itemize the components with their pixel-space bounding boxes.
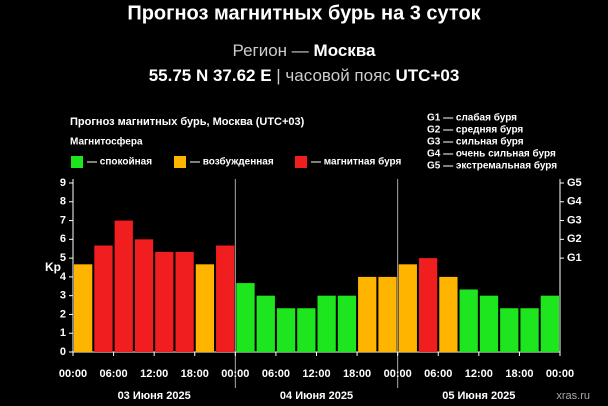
g-legend-item: G2 — средняя буря bbox=[427, 124, 523, 136]
tz: UTC+03 bbox=[396, 66, 460, 85]
y2-tick-label: G1 bbox=[567, 252, 582, 264]
bar bbox=[114, 220, 133, 352]
tz-label: | часовой пояс bbox=[276, 66, 391, 85]
x-tick-label: 18:00 bbox=[343, 368, 371, 380]
y2-tick-label: G2 bbox=[567, 233, 582, 245]
bar bbox=[256, 295, 275, 352]
bar bbox=[175, 251, 194, 352]
bar bbox=[276, 308, 296, 352]
bar bbox=[134, 239, 154, 352]
bar bbox=[439, 276, 458, 352]
bar bbox=[155, 251, 174, 352]
x-tick-label: 00:00 bbox=[221, 368, 249, 380]
bar bbox=[540, 295, 559, 352]
y-tick-label: 1 bbox=[60, 327, 66, 339]
bar bbox=[500, 308, 519, 352]
g-legend-item: G4 — очень сильная буря bbox=[427, 148, 556, 160]
g-legend-item: G1 — слабая буря bbox=[427, 112, 517, 124]
bar bbox=[236, 283, 255, 352]
y2-tick-label: G3 bbox=[567, 214, 582, 226]
legend-swatch bbox=[71, 156, 83, 168]
region-label: Регион — bbox=[232, 41, 308, 60]
bar bbox=[358, 276, 377, 352]
bar bbox=[195, 264, 215, 352]
legend-swatch bbox=[174, 156, 186, 168]
coords-line: 55.75 N 37.62 E | часовой пояс UTC+03 bbox=[149, 66, 460, 85]
x-tick-label: 12:00 bbox=[302, 368, 330, 380]
y-tick-label: 0 bbox=[60, 346, 66, 358]
page-title: Прогноз магнитных бурь на 3 суток bbox=[127, 2, 481, 24]
x-tick-label: 06:00 bbox=[262, 368, 290, 380]
legend-label: — магнитная буря bbox=[311, 156, 402, 168]
bar bbox=[459, 289, 478, 352]
watermark: xras.ru bbox=[556, 390, 590, 402]
y2-tick-label: G5 bbox=[567, 177, 582, 189]
legend-label: — возбужденная bbox=[190, 156, 274, 168]
y-tick-label: 5 bbox=[60, 252, 66, 264]
x-tick-label: 00:00 bbox=[59, 368, 87, 380]
g-legend-item: G3 — сильная буря bbox=[427, 136, 524, 148]
x-tick-label: 00:00 bbox=[384, 368, 412, 380]
bar bbox=[216, 245, 235, 352]
day-label: 03 Июня 2025 bbox=[118, 390, 191, 402]
region: Москва bbox=[314, 41, 377, 60]
bar bbox=[94, 245, 113, 352]
legend-title: Магнитосфера bbox=[70, 136, 143, 148]
x-tick-label: 06:00 bbox=[100, 368, 128, 380]
bar bbox=[74, 264, 93, 352]
y-tick-label: 4 bbox=[60, 271, 67, 283]
y-tick-label: 9 bbox=[60, 177, 66, 189]
x-tick-label: 12:00 bbox=[140, 368, 168, 380]
y2-tick-label: G4 bbox=[567, 196, 583, 208]
y-tick-label: 8 bbox=[60, 196, 66, 208]
bar bbox=[317, 295, 336, 352]
bar bbox=[418, 258, 438, 352]
bar bbox=[398, 264, 417, 352]
region-line: Регион — Москва bbox=[232, 41, 376, 60]
bar bbox=[479, 295, 499, 352]
x-tick-label: 18:00 bbox=[181, 368, 209, 380]
day-label: 04 Июня 2025 bbox=[280, 390, 353, 402]
x-tick-label: 06:00 bbox=[424, 368, 452, 380]
bar bbox=[378, 276, 397, 352]
y-axis-label: Kp bbox=[45, 260, 61, 274]
y-tick-label: 7 bbox=[60, 214, 66, 226]
x-tick-label: 18:00 bbox=[505, 368, 533, 380]
g-legend-item: G5 — экстремальная буря bbox=[427, 160, 557, 172]
bar bbox=[297, 308, 316, 352]
coords: 55.75 N 37.62 E bbox=[149, 66, 272, 85]
x-tick-label: 12:00 bbox=[465, 368, 493, 380]
x-tick-label: 00:00 bbox=[546, 368, 574, 380]
chart-title: Прогноз магнитных бурь, Москва (UTC+03) bbox=[70, 116, 305, 128]
y-tick-label: 2 bbox=[60, 308, 66, 320]
y-tick-label: 3 bbox=[60, 290, 66, 302]
day-label: 05 Июня 2025 bbox=[442, 390, 515, 402]
bar bbox=[337, 295, 357, 352]
bar bbox=[520, 308, 539, 352]
legend-swatch bbox=[295, 156, 307, 168]
y-tick-label: 6 bbox=[60, 233, 66, 245]
legend-label: — спокойная bbox=[87, 157, 152, 168]
